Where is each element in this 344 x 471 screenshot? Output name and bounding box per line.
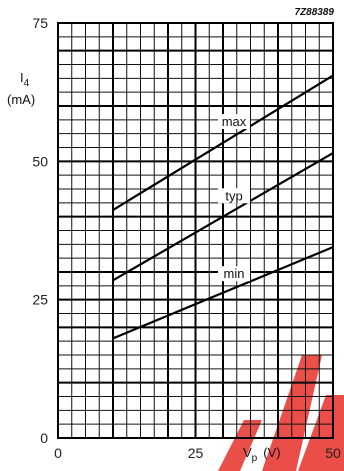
y-tick-label: 25 [32, 292, 48, 308]
series-line-min [112, 246, 334, 340]
x-tick-label: 50 [325, 445, 341, 461]
series-label-min: min [224, 266, 245, 281]
major-gridlines [57, 22, 334, 439]
tick-labels: 0 25 50 75 0 25 50 [32, 15, 341, 461]
svg-text:I4: I4 [20, 70, 30, 89]
x-axis-subscript: p [252, 453, 258, 464]
x-tick-label: 0 [54, 445, 62, 461]
data-series [112, 74, 334, 340]
series-label-bg [218, 266, 250, 282]
y-axis-label: I4 (mA) [7, 70, 35, 107]
x-axis-unit: (V) [263, 445, 280, 460]
y-axis-symbol: I [20, 70, 24, 85]
series-label-bg [218, 188, 250, 204]
series-label-typ: typ [225, 188, 242, 203]
x-axis-label: Vp (V) [243, 445, 281, 464]
series-label-max: max [222, 114, 247, 129]
y-axis-unit: (mA) [7, 92, 35, 107]
y-axis-subscript: 4 [24, 78, 30, 89]
y-tick-label: 75 [32, 15, 48, 31]
figure-code: 7Z88389 [295, 7, 335, 18]
plot-frame [57, 22, 334, 439]
x-axis-symbol: V [243, 445, 252, 460]
x-tick-label: 25 [188, 445, 204, 461]
y-tick-label: 0 [40, 430, 48, 446]
series-line-typ [112, 152, 334, 282]
series-label-bg [218, 114, 250, 130]
series-labels: max typ min [218, 114, 250, 282]
y-tick-label: 50 [32, 153, 48, 169]
series-line-max [112, 74, 334, 211]
svg-text:Vp(V): Vp (V) [243, 445, 281, 464]
